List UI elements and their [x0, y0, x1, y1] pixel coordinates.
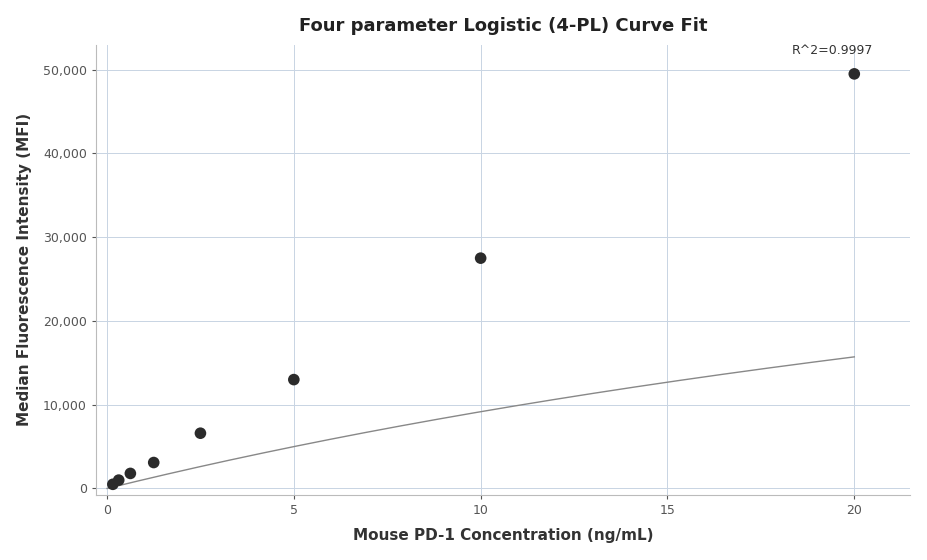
Point: [123, 469, 138, 478]
Point: [111, 475, 126, 484]
Point: [106, 480, 121, 489]
Point: [286, 375, 301, 384]
Point: [193, 429, 208, 438]
X-axis label: Mouse PD-1 Concentration (ng/mL): Mouse PD-1 Concentration (ng/mL): [353, 528, 654, 543]
Text: R^2=0.9997: R^2=0.9997: [792, 44, 873, 57]
Y-axis label: Median Fluorescence Intensity (MFI): Median Fluorescence Intensity (MFI): [17, 113, 32, 426]
Title: Four parameter Logistic (4-PL) Curve Fit: Four parameter Logistic (4-PL) Curve Fit: [298, 17, 707, 35]
Point: [474, 254, 489, 263]
Point: [146, 458, 161, 467]
Point: [847, 69, 862, 78]
